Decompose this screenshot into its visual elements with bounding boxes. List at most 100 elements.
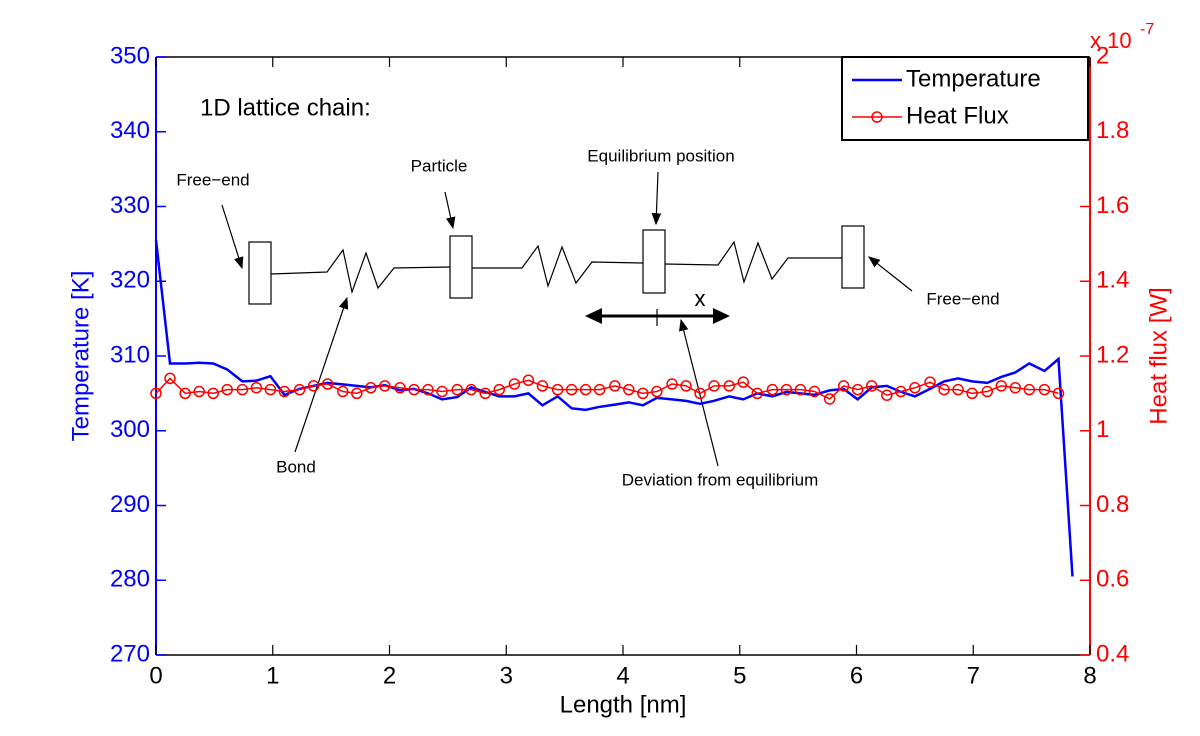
x-tick-label: 3 — [500, 662, 513, 689]
data-point — [924, 376, 936, 388]
data-point — [1052, 387, 1065, 400]
legend-box — [841, 56, 1089, 141]
data-point — [365, 382, 377, 394]
data-point — [337, 385, 349, 398]
data-point — [694, 387, 706, 400]
y-tick-label: 350 — [110, 42, 150, 69]
data-point — [408, 383, 420, 396]
x-axis-label: Length [nm] — [560, 691, 687, 718]
data-point — [808, 385, 821, 398]
data-point — [522, 374, 535, 387]
annotation: Free−end — [176, 170, 249, 189]
annotation: Deviation from equilibrium — [622, 470, 819, 489]
data-point — [1023, 383, 1036, 396]
data-point — [666, 378, 678, 390]
data-point — [865, 380, 878, 392]
data-point — [794, 383, 807, 396]
data-point — [981, 385, 994, 398]
y2-tick-label: 0.6 — [1096, 566, 1129, 593]
y2-tick-label: 1.8 — [1096, 117, 1129, 144]
y-tick-label: 340 — [110, 117, 150, 144]
data-point — [236, 383, 249, 396]
y2-tick-label: 1.6 — [1096, 192, 1129, 219]
x-tick-label: 7 — [967, 662, 980, 689]
data-point — [465, 383, 477, 396]
legend: Temperature Heat Flux — [841, 56, 1089, 141]
data-point — [221, 383, 233, 396]
data-point — [909, 382, 921, 394]
x-tick-label: 2 — [383, 662, 396, 689]
data-point — [1038, 383, 1051, 396]
data-point — [952, 383, 964, 396]
y-tick-label: 330 — [110, 192, 150, 219]
data-point — [708, 380, 720, 392]
data-point — [179, 387, 191, 400]
y-tick-label: 300 — [110, 416, 150, 443]
y2-multiplier: x 10 — [1090, 28, 1132, 53]
data-point — [379, 380, 391, 392]
data-point — [723, 380, 735, 392]
data-point — [536, 380, 549, 392]
y2-tick-label: 1.4 — [1096, 267, 1129, 294]
y2-tick-label: 2 — [1096, 42, 1109, 69]
data-point — [751, 387, 764, 400]
data-point — [150, 387, 162, 400]
data-point — [508, 378, 521, 390]
x-tick-label: 4 — [616, 662, 629, 689]
y2-tick-label: 1 — [1096, 416, 1109, 443]
data-point — [623, 383, 635, 396]
y-axis-label: Temperature [K] — [67, 271, 94, 442]
data-point — [565, 383, 578, 396]
data-point — [780, 383, 793, 396]
annotation: Free−end — [926, 289, 999, 308]
y2-tick-label: 0.8 — [1096, 491, 1129, 518]
y-tick-label: 320 — [110, 267, 150, 294]
data-point — [351, 387, 363, 400]
y2-tick-label: 0.4 — [1096, 640, 1129, 667]
data-point — [579, 383, 592, 396]
data-point — [307, 380, 320, 392]
data-point — [593, 383, 606, 396]
data-point — [264, 383, 277, 396]
legend-label: Temperature — [906, 65, 1041, 92]
data-point — [881, 389, 893, 401]
data-point — [250, 382, 263, 394]
data-point — [479, 387, 491, 400]
data-point — [851, 383, 864, 396]
data-point — [938, 383, 950, 396]
data-point — [837, 380, 850, 392]
y2-multiplier-exponent: -7 — [1140, 21, 1154, 38]
data-point — [394, 382, 406, 394]
data-point — [278, 385, 291, 398]
data-point — [451, 383, 463, 396]
legend-marker — [871, 111, 883, 123]
y2-tick-label: 1.2 — [1096, 341, 1129, 368]
y-tick-label: 270 — [110, 640, 150, 667]
data-point — [493, 383, 505, 396]
annotation: 1D lattice chain: — [200, 94, 371, 121]
data-point — [551, 383, 564, 396]
annotation: Particle — [411, 156, 468, 175]
data-point — [823, 393, 836, 405]
data-point — [207, 387, 219, 400]
y-tick-label: 280 — [110, 566, 150, 593]
data-point — [321, 378, 334, 390]
data-point — [766, 383, 779, 396]
data-point — [651, 385, 663, 398]
x-tick-label: 6 — [850, 662, 863, 689]
y-tick-label: 310 — [110, 341, 150, 368]
annotation: Equilibrium position — [587, 146, 734, 165]
data-point — [637, 387, 649, 400]
data-point — [966, 387, 978, 400]
data-point — [995, 380, 1008, 392]
annotation: x — [695, 286, 706, 311]
series — [150, 372, 1065, 405]
x-tick-label: 8 — [1083, 662, 1096, 689]
x-tick-label: 0 — [149, 662, 162, 689]
data-point — [422, 383, 434, 396]
data-point — [609, 380, 621, 392]
x-tick-label: 5 — [733, 662, 746, 689]
annotation: Bond — [276, 457, 316, 476]
data-point — [436, 385, 448, 398]
